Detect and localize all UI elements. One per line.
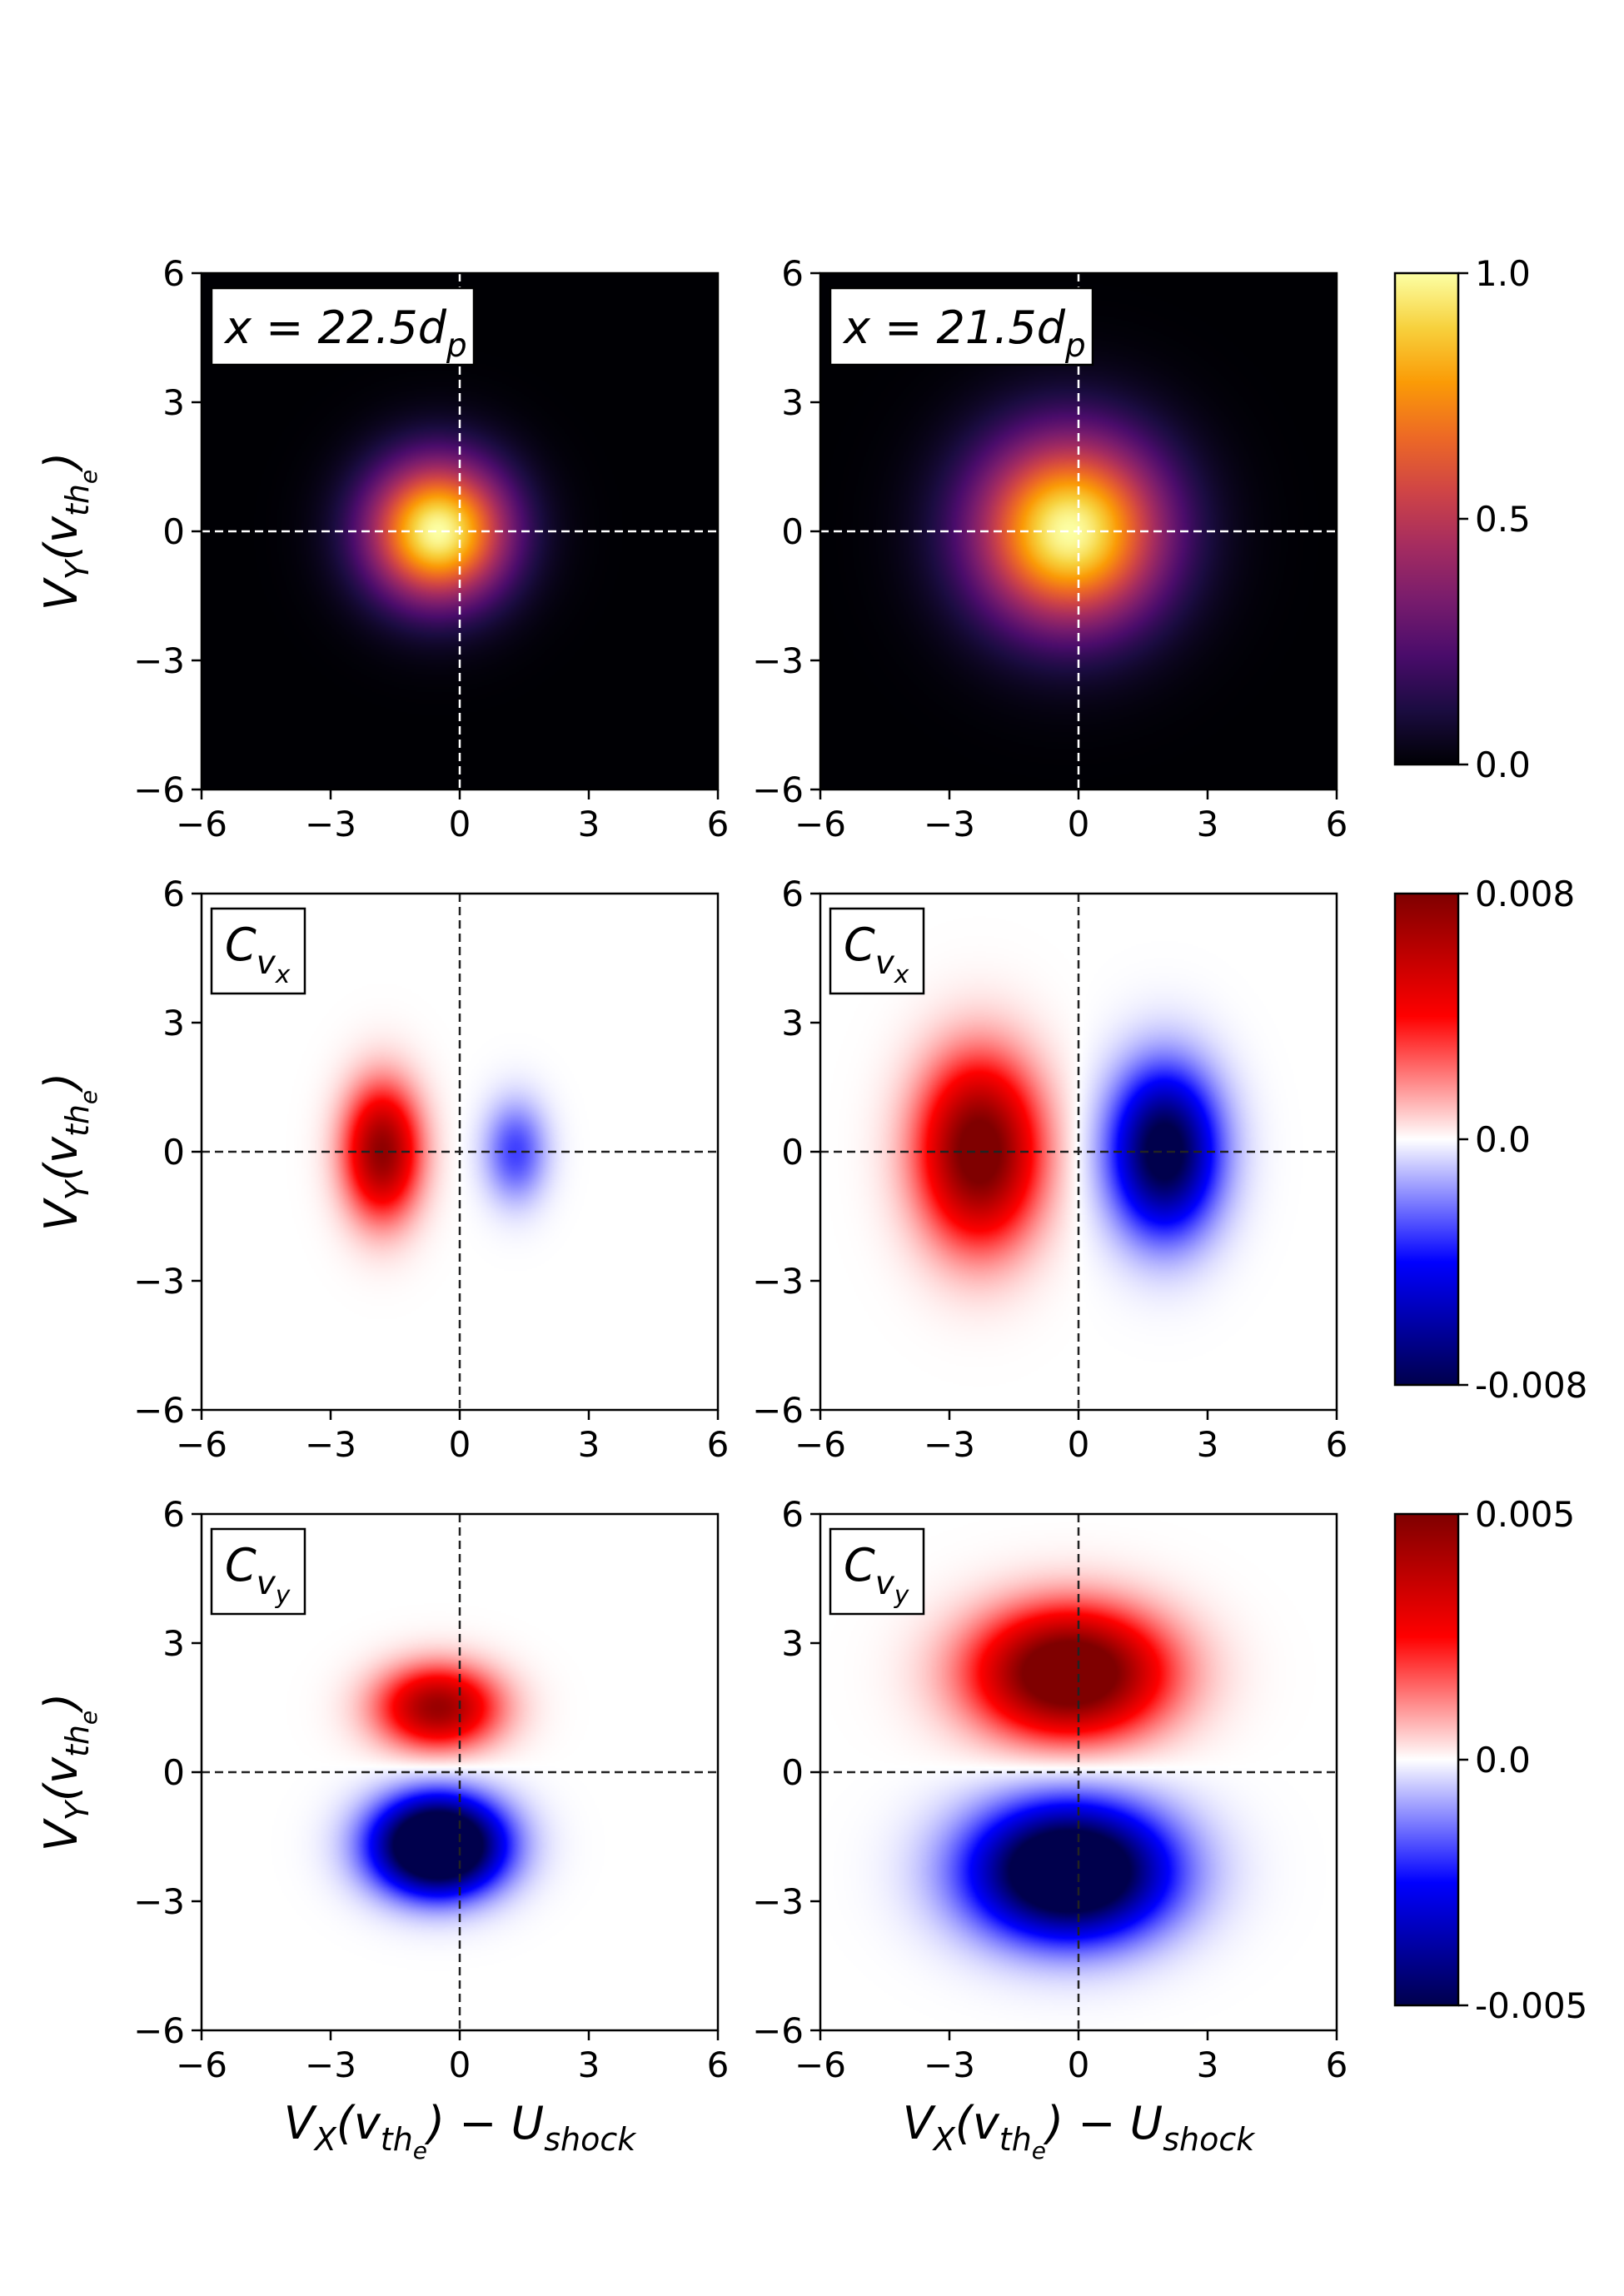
x-tick-label: 0 xyxy=(1068,1424,1090,1465)
x-tick-label: −3 xyxy=(924,804,975,844)
x-tick-label: 3 xyxy=(578,2044,600,2085)
colorbar-tick-label: -0.005 xyxy=(1475,1985,1587,2026)
y-tick-label: −6 xyxy=(133,2010,185,2051)
x-tick-label: 6 xyxy=(1326,2044,1348,2085)
colorbar-bar xyxy=(1393,892,1460,1387)
x-tick-label: −6 xyxy=(795,804,846,844)
x-tick-label: 3 xyxy=(1197,1424,1219,1465)
y-axis-label: VY(vthe) xyxy=(35,452,102,611)
x-tick-label: −3 xyxy=(305,804,356,844)
y-tick-label: 0 xyxy=(781,1752,804,1793)
y-tick-label: −6 xyxy=(752,769,804,810)
y-tick-label: 6 xyxy=(781,1494,804,1535)
colorbar-cb-cvy: 0.005 0.0 -0.005 xyxy=(1393,1494,1587,2026)
label-box xyxy=(210,1527,306,1616)
y-tick-label: 3 xyxy=(162,382,185,423)
panel-cvx-22.5: −6 −3 0 3 6 6 3 0 −3 −6 Cvx xyxy=(133,874,729,1465)
x-tick-label: −3 xyxy=(924,2044,975,2085)
x-tick-label: 0 xyxy=(1068,2044,1090,2085)
label-box xyxy=(829,286,1094,366)
colorbar-cb-cvx: 0.008 0.0 -0.008 xyxy=(1393,874,1587,1406)
x-tick-label: 3 xyxy=(578,1424,600,1465)
y-tick-label: −3 xyxy=(133,640,185,681)
y-tick-label: 3 xyxy=(162,1623,185,1664)
y-tick-label: 3 xyxy=(781,382,804,423)
y-tick-label: 3 xyxy=(781,1623,804,1664)
y-tick-label: 0 xyxy=(162,1132,185,1173)
y-tick-label: 3 xyxy=(781,1003,804,1043)
x-tick-label: −6 xyxy=(795,1424,846,1465)
panel-cvy-22.5: −6 −3 0 3 6 6 3 0 −3 −6 Cvy xyxy=(133,1494,729,2085)
svg-text:Cvx: Cvx xyxy=(225,919,291,989)
x-tick-label: −3 xyxy=(305,2044,356,2085)
x-tick-label: 3 xyxy=(1197,804,1219,844)
y-tick-label: −3 xyxy=(752,1261,804,1302)
x-tick-label: 3 xyxy=(1197,2044,1219,2085)
x-tick-label: 0 xyxy=(449,804,471,844)
panel-cvx-21.5: −6 −3 0 3 6 6 3 0 −3 −6 Cvx xyxy=(752,874,1348,1465)
colorbar-tick-label: 0.0 xyxy=(1475,745,1531,785)
colorbar-bar xyxy=(1393,1512,1460,2007)
colorbar-tick-label: 0.005 xyxy=(1475,1494,1575,1535)
label-box xyxy=(210,286,476,366)
panel-f-22.5: −6 −3 0 3 6 6 3 0 −3 −6 x = 22.5dp xyxy=(133,253,729,844)
x-tick-label: 6 xyxy=(1326,804,1348,844)
svg-text:x = 21.5dp: x = 21.5dp xyxy=(842,301,1086,365)
svg-text:Cvy: Cvy xyxy=(225,1539,291,1610)
x-tick-label: 3 xyxy=(578,804,600,844)
y-tick-label: 0 xyxy=(781,1132,804,1173)
x-tick-label: −6 xyxy=(176,2044,227,2085)
y-tick-label: −6 xyxy=(133,769,185,810)
y-tick-label: 6 xyxy=(781,253,804,294)
colorbar-cb-f: 1.0 0.5 0.0 xyxy=(1393,253,1531,785)
colorbar-tick-label: -0.008 xyxy=(1475,1365,1587,1406)
x-tick-label: 6 xyxy=(707,1424,730,1465)
svg-text:Cvy: Cvy xyxy=(844,1539,909,1610)
svg-text:Cvx: Cvx xyxy=(844,919,909,989)
panel-f-21.5: −6 −3 0 3 6 6 3 0 −3 −6 x = 21.5dp xyxy=(752,253,1348,844)
x-tick-label: 6 xyxy=(707,2044,730,2085)
y-tick-label: 6 xyxy=(162,1494,185,1535)
x-tick-label: −3 xyxy=(924,1424,975,1465)
y-tick-label: 6 xyxy=(162,874,185,914)
y-tick-label: −3 xyxy=(133,1261,185,1302)
y-tick-label: 0 xyxy=(781,511,804,552)
y-tick-label: −3 xyxy=(752,640,804,681)
y-tick-label: 6 xyxy=(781,874,804,914)
colorbar-tick-label: 0.0 xyxy=(1475,1740,1531,1781)
panel-cvy-21.5: −6 −3 0 3 6 6 3 0 −3 −6 Cvy xyxy=(752,1494,1348,2085)
label-box xyxy=(829,907,925,995)
y-tick-label: −3 xyxy=(133,1881,185,1922)
x-tick-label: 6 xyxy=(1326,1424,1348,1465)
x-tick-label: 0 xyxy=(449,1424,471,1465)
colorbar-tick-label: 0.5 xyxy=(1475,499,1531,540)
label-box xyxy=(210,907,306,995)
y-tick-label: 3 xyxy=(162,1003,185,1043)
x-tick-label: −6 xyxy=(176,804,227,844)
y-axis-label: VY(vthe) xyxy=(35,1693,102,1852)
x-tick-label: −6 xyxy=(176,1424,227,1465)
x-tick-label: 6 xyxy=(707,804,730,844)
y-tick-label: −6 xyxy=(752,2010,804,2051)
y-tick-label: 6 xyxy=(162,253,185,294)
x-axis-label: VX(vthe) − Ushock xyxy=(284,2097,637,2164)
colorbar-tick-label: 0.0 xyxy=(1475,1119,1531,1160)
colorbar-tick-label: 1.0 xyxy=(1475,253,1531,294)
colorbar-bar xyxy=(1393,271,1460,766)
x-tick-label: 0 xyxy=(1068,804,1090,844)
x-tick-label: −6 xyxy=(795,2044,846,2085)
y-axis-label: VY(vthe) xyxy=(35,1073,102,1232)
x-tick-label: 0 xyxy=(449,2044,471,2085)
x-tick-label: −3 xyxy=(305,1424,356,1465)
y-tick-label: −3 xyxy=(752,1881,804,1922)
x-axis-label: VX(vthe) − Ushock xyxy=(903,2097,1256,2164)
svg-text:x = 22.5dp: x = 22.5dp xyxy=(223,301,467,365)
y-tick-label: 0 xyxy=(162,1752,185,1793)
y-tick-label: −6 xyxy=(752,1390,804,1431)
y-tick-label: 0 xyxy=(162,511,185,552)
y-tick-label: −6 xyxy=(133,1390,185,1431)
colorbar-tick-label: 0.008 xyxy=(1475,874,1575,914)
label-box xyxy=(829,1527,925,1616)
